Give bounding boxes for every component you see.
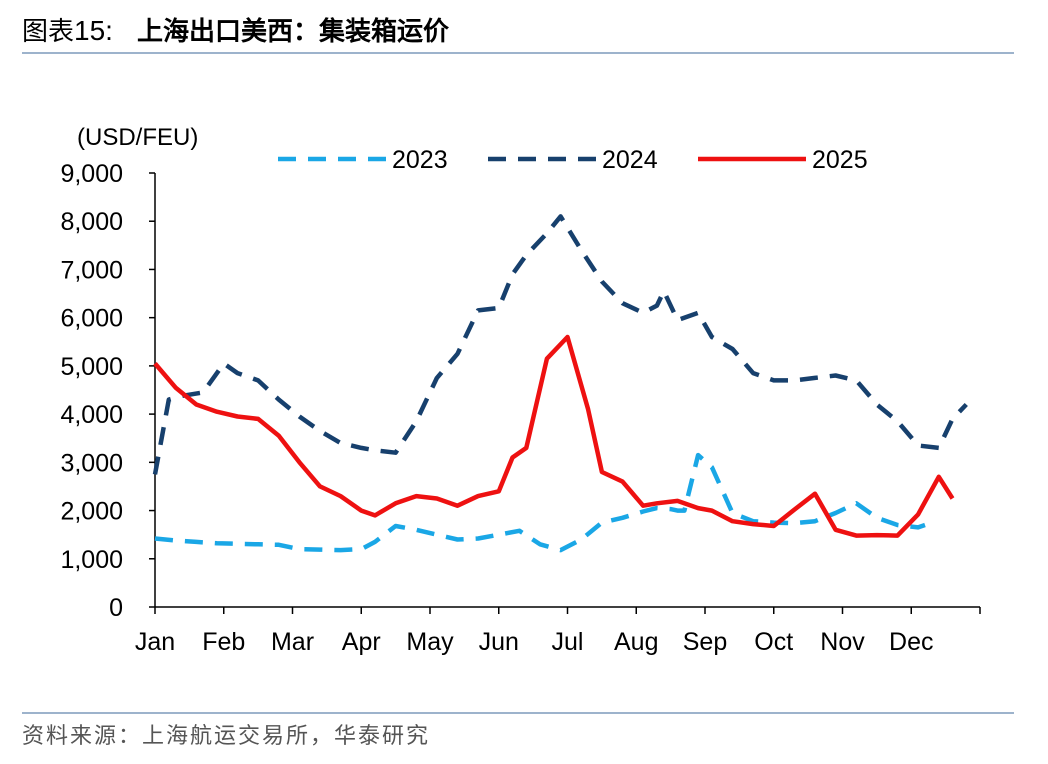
y-tick-label: 5,000: [60, 353, 123, 381]
x-tick-label-oct: Oct: [754, 628, 793, 656]
x-tick-label-jul: Jul: [552, 628, 584, 656]
y-tick-label: 4,000: [60, 401, 123, 429]
x-tick-label-sep: Sep: [683, 628, 727, 656]
chart-title: 上海出口美西：集装箱运价: [136, 17, 449, 47]
x-tick-label-jan: Jan: [135, 628, 175, 656]
x-tick-label-mar: Mar: [271, 628, 314, 656]
y-tick-label: 1,000: [60, 546, 123, 574]
y-axis: 0 1,000 2,000 3,000 4,000 5,000 6,000 7,000 8,00…: [60, 160, 156, 622]
y-tick-label: 6,000: [60, 305, 123, 333]
source-note: 资料来源：上海航运交易所，华泰研究: [22, 724, 431, 749]
x-tick-label-jun: Jun: [479, 628, 519, 656]
x-tick-label-apr: Apr: [342, 628, 381, 656]
chart-series: [152, 214, 968, 553]
x-axis: Jan Feb Mar Apr May Jun Jul Aug Sep Oct Nov Dec: [135, 606, 981, 656]
y-tick-label: 0: [109, 594, 123, 622]
y-tick-label: 7,000: [60, 256, 123, 284]
legend-label-2025: 2025: [812, 146, 868, 174]
legend-label-2024: 2024: [602, 146, 658, 174]
x-tick-label-feb: Feb: [202, 628, 245, 656]
y-tick-label: 9,000: [60, 160, 123, 188]
chart-legend: 2023 2024 2025: [278, 146, 868, 174]
x-tick-label-nov: Nov: [820, 628, 865, 656]
series-line-2023: [154, 452, 926, 553]
series-line-2025: [153, 334, 955, 538]
legend-label-2023: 2023: [392, 146, 448, 174]
figure-prefix: 图表: [22, 17, 75, 47]
figure-title: 图表15: 上海出口美西：集装箱运价: [22, 14, 449, 49]
y-axis-unit-label: (USD/FEU): [77, 124, 198, 151]
x-tick-label-dec: Dec: [889, 628, 933, 656]
x-tick-label-aug: Aug: [614, 628, 658, 656]
x-tick-label-may: May: [406, 628, 454, 656]
y-tick-label: 3,000: [60, 449, 123, 477]
y-tick-label: 8,000: [60, 208, 123, 236]
series-line-2024: [152, 214, 968, 475]
title-divider: [22, 52, 1014, 54]
figure-number: 15:: [74, 15, 113, 46]
footer-divider: [22, 712, 1014, 714]
y-tick-label: 2,000: [60, 498, 123, 526]
